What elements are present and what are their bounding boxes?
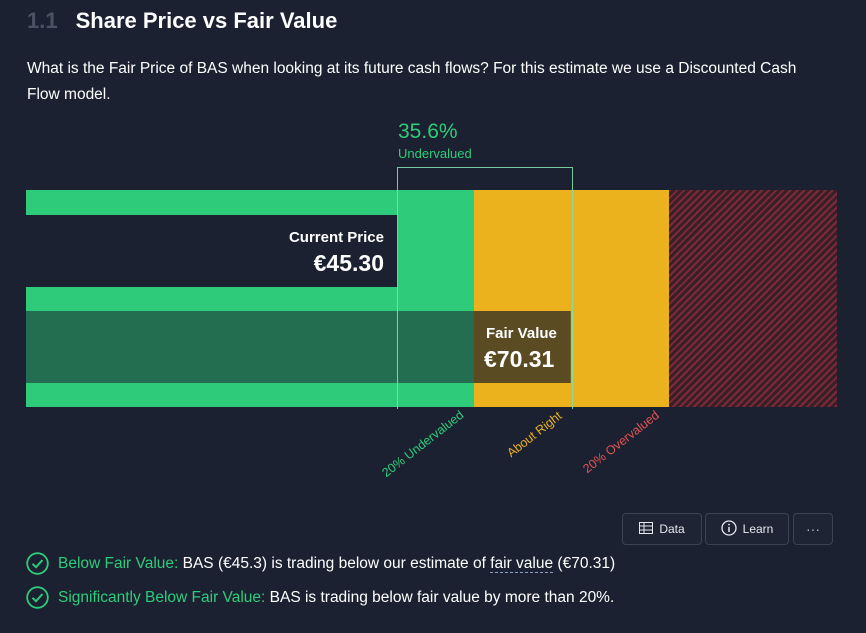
section-header: 1.1 Share Price vs Fair Value	[27, 8, 337, 38]
info-icon	[720, 519, 737, 539]
learn-button[interactable]: Learn	[705, 513, 789, 545]
fair-value-link[interactable]: fair value	[490, 555, 554, 573]
section-title: Share Price vs Fair Value	[75, 8, 338, 33]
section-number: 1.1	[27, 8, 58, 33]
fair-value-label: Fair Value	[486, 325, 557, 342]
valuation-status: Undervalued	[398, 146, 472, 161]
valuation-percent: 35.6%	[398, 120, 458, 143]
check-circle-icon	[26, 586, 49, 609]
current-price-bar	[26, 215, 398, 287]
check-text: BAS (€45.3) is trading below our estimat…	[178, 555, 491, 572]
section-description: What is the Fair Price of BAS when looki…	[27, 60, 797, 103]
undervalued-bracket	[397, 167, 573, 409]
table-icon	[639, 521, 654, 537]
zone-label-undervalued: 20% Undervalued	[379, 407, 467, 480]
zone-label-about-right: About Right	[504, 408, 565, 460]
check-label: Below Fair Value:	[58, 555, 179, 572]
check-circle-icon	[26, 552, 49, 575]
zone-overvalued	[669, 190, 837, 407]
learn-button-label: Learn	[742, 522, 774, 536]
fair-value-value: €70.31	[484, 346, 555, 372]
more-icon: ···	[806, 521, 820, 537]
more-button[interactable]: ···	[793, 513, 833, 545]
current-price-label: Current Price	[288, 229, 384, 246]
data-button[interactable]: Data	[622, 513, 702, 545]
check-label: Significantly Below Fair Value:	[58, 589, 266, 606]
check-below-fair-value: Below Fair Value: BAS (€45.3) is trading…	[58, 555, 615, 573]
check-significantly-below: Significantly Below Fair Value: BAS is t…	[58, 589, 614, 607]
check-text-end: (€70.31)	[553, 555, 616, 572]
zone-label-overvalued: 20% Overvalued	[580, 408, 662, 476]
check-text: BAS is trading below fair value by more …	[265, 589, 615, 606]
data-button-label: Data	[659, 522, 685, 536]
current-price-value: €45.30	[313, 250, 384, 276]
fair-value-box	[474, 311, 570, 383]
